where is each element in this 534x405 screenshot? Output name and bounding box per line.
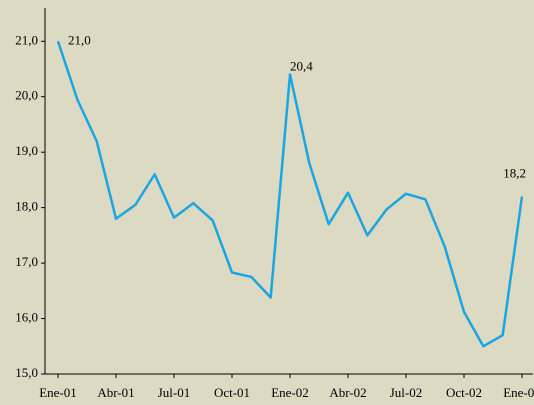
y-tick-label: 16,0 <box>15 310 38 325</box>
y-tick-label: 21,0 <box>15 32 38 47</box>
data-label: 18,2 <box>503 166 526 181</box>
x-tick-label: Ene-02 <box>271 385 309 400</box>
y-tick-label: 20,0 <box>15 88 38 103</box>
x-tick-label: Jul-01 <box>158 385 191 400</box>
x-tick-label: Ene-01 <box>39 385 77 400</box>
x-tick-label: Jul-02 <box>390 385 423 400</box>
x-tick-label: Oct-02 <box>446 385 482 400</box>
x-tick-label: Ene-03 <box>503 385 534 400</box>
data-label: 20,4 <box>290 59 313 74</box>
data-label: 21,0 <box>68 32 91 47</box>
x-tick-label: Abr-02 <box>329 385 366 400</box>
y-tick-label: 18,0 <box>15 199 38 214</box>
y-tick-label: 19,0 <box>15 143 38 158</box>
x-tick-label: Abr-01 <box>97 385 134 400</box>
data-line <box>56 40 524 348</box>
x-tick-label: Oct-01 <box>214 385 250 400</box>
y-tick-label: 15,0 <box>15 365 38 380</box>
y-tick-label: 17,0 <box>15 254 38 269</box>
